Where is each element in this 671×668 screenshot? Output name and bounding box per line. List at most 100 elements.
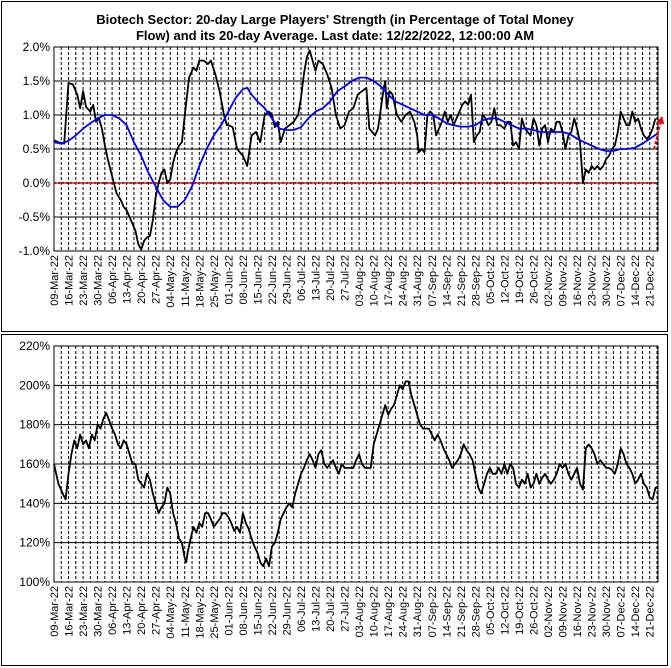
- x-tick-label: 17-Aug-22: [383, 255, 395, 306]
- x-tick-label: 07-Sep-22: [427, 586, 439, 637]
- x-tick-label: 11-May-22: [180, 586, 192, 638]
- x-tick-label: 21-Sep-22: [456, 255, 468, 306]
- x-tick-label: 08-Jun-22: [238, 255, 250, 305]
- x-tick-label: 30-Nov-22: [601, 586, 613, 637]
- series-line-average: [53, 76, 658, 208]
- x-tick-label: 15-Jun-22: [252, 586, 264, 636]
- x-tick-label: 04-May-22: [165, 255, 177, 308]
- x-tick-label: 31-Aug-22: [412, 586, 424, 637]
- x-tick-label: 02-Nov-22: [543, 255, 555, 306]
- x-tick-label: 27-Jul-22: [340, 586, 352, 632]
- x-tick-label: 14-Sep-22: [441, 255, 453, 306]
- y-tick-label: -0.5%: [19, 210, 51, 224]
- x-tick-label: 24-Aug-22: [398, 586, 410, 637]
- trend-arrow-shaft: [653, 116, 664, 150]
- x-tick-label: 27-Apr-22: [151, 586, 163, 635]
- x-tick-label: 20-Jul-22: [325, 586, 337, 632]
- x-tick-label: 23-Mar-22: [78, 586, 90, 637]
- x-tick-label: 03-Aug-22: [354, 255, 366, 306]
- x-tick-label: 24-Aug-22: [398, 255, 410, 306]
- x-tick-label: 25-May-22: [209, 255, 221, 308]
- series-line-primary: [53, 49, 657, 251]
- x-tick-label: 22-Jun-22: [267, 586, 279, 636]
- y-tick-label: 140%: [19, 496, 50, 510]
- x-tick-label: 19-Oct-22: [514, 586, 526, 635]
- x-tick-label: 13-Jul-22: [311, 255, 323, 301]
- y-tick-label: 120%: [19, 536, 50, 550]
- x-tick-label: 16-Nov-22: [572, 586, 584, 637]
- x-tick-label: 07-Dec-22: [616, 255, 628, 306]
- x-tick-label: 28-Sep-22: [470, 586, 482, 637]
- x-tick-label: 23-Nov-22: [587, 586, 599, 637]
- x-tick-label: 16-Mar-22: [64, 255, 76, 306]
- x-tick-label: 04-May-22: [165, 586, 177, 639]
- x-tick-label: 23-Nov-22: [587, 255, 599, 306]
- x-tick-label: 13-Apr-22: [122, 586, 134, 635]
- y-tick-label: -1.0%: [19, 244, 51, 258]
- x-tick-label: 09-Nov-22: [558, 255, 570, 306]
- y-tick-label: 100%: [19, 575, 50, 589]
- x-tick-label: 26-Oct-22: [528, 586, 540, 635]
- x-tick-label: 21-Sep-22: [456, 586, 468, 637]
- x-tick-label: 07-Dec-22: [616, 586, 628, 637]
- x-tick-label: 20-Jul-22: [325, 255, 337, 301]
- price-chart-panel: XBI: Price evolution 220%200%180%160%140…: [1, 334, 668, 666]
- y-tick-label: 1.5%: [23, 74, 51, 88]
- x-tick-label: 30-Mar-22: [93, 586, 105, 637]
- x-tick-label: 31-Aug-22: [412, 255, 424, 306]
- x-tick-label: 17-Aug-22: [383, 586, 395, 637]
- x-tick-label: 08-Jun-22: [238, 586, 250, 636]
- x-tick-label: 09-Nov-22: [558, 586, 570, 637]
- x-tick-label: 09-Mar-22: [49, 586, 61, 637]
- x-tick-label: 11-May-22: [180, 255, 192, 307]
- x-tick-label: 01-Jun-22: [223, 586, 235, 636]
- y-tick-label: 220%: [19, 339, 50, 353]
- x-tick-label: 10-Aug-22: [369, 255, 381, 306]
- x-tick-label: 27-Jul-22: [340, 255, 352, 301]
- y-tick-label: 180%: [19, 418, 50, 432]
- x-tick-label: 28-Sep-22: [470, 255, 482, 306]
- x-tick-label: 30-Mar-22: [93, 255, 105, 306]
- x-tick-label: 12-Oct-22: [499, 586, 511, 635]
- x-tick-label: 26-Oct-22: [528, 255, 540, 304]
- x-tick-label: 10-Aug-22: [369, 586, 381, 637]
- x-tick-label: 18-May-22: [194, 586, 206, 639]
- x-tick-label: 18-May-22: [194, 255, 206, 308]
- x-tick-label: 20-Apr-22: [136, 255, 148, 304]
- x-tick-label: 07-Sep-22: [427, 255, 439, 306]
- y-tick-label: 2.0%: [23, 40, 51, 54]
- x-tick-label: 20-Apr-22: [136, 586, 148, 635]
- x-tick-label: 05-Oct-22: [485, 586, 497, 635]
- y-tick-label: 0.0%: [23, 176, 51, 190]
- x-tick-label: 29-Jun-22: [281, 586, 293, 636]
- x-tick-label: 13-Jul-22: [311, 586, 323, 632]
- x-tick-label: 14-Dec-22: [630, 255, 642, 306]
- series-line-primary: [53, 380, 658, 568]
- x-tick-label: 22-Jun-22: [267, 255, 279, 305]
- x-tick-label: 19-Oct-22: [514, 255, 526, 304]
- x-tick-label: 06-Jul-22: [296, 255, 308, 301]
- y-tick-label: 0.5%: [23, 142, 51, 156]
- x-tick-label: 03-Aug-22: [354, 586, 366, 637]
- x-tick-label: 27-Apr-22: [151, 255, 163, 304]
- chart-title-line2: Flow) and its 20-day Average. Last date:…: [136, 28, 534, 43]
- x-tick-label: 14-Sep-22: [441, 586, 453, 637]
- trend-arrow-head: [656, 116, 665, 125]
- x-tick-label: 13-Apr-22: [122, 255, 134, 304]
- x-tick-label: 23-Mar-22: [78, 255, 90, 306]
- price-chart: XBI: Price evolution 220%200%180%160%140…: [19, 339, 659, 639]
- x-tick-label: 02-Nov-22: [543, 586, 555, 637]
- chart-title-line1: Biotech Sector: 20-day Large Players' St…: [96, 12, 574, 27]
- x-tick-label: 21-Dec-22: [645, 586, 657, 637]
- strength-chart-panel: Biotech Sector: 20-day Large Players' St…: [1, 1, 668, 332]
- strength-chart: Biotech Sector: 20-day Large Players' St…: [19, 12, 665, 308]
- x-tick-label: 06-Apr-22: [107, 255, 119, 304]
- x-tick-label: 16-Nov-22: [572, 255, 584, 306]
- x-tick-label: 12-Oct-22: [499, 255, 511, 304]
- x-tick-label: 25-May-22: [209, 586, 221, 639]
- x-tick-label: 06-Apr-22: [107, 586, 119, 635]
- x-tick-label: 30-Nov-22: [601, 255, 613, 306]
- y-tick-label: 1.0%: [23, 108, 51, 122]
- x-tick-label: 21-Dec-22: [645, 255, 657, 306]
